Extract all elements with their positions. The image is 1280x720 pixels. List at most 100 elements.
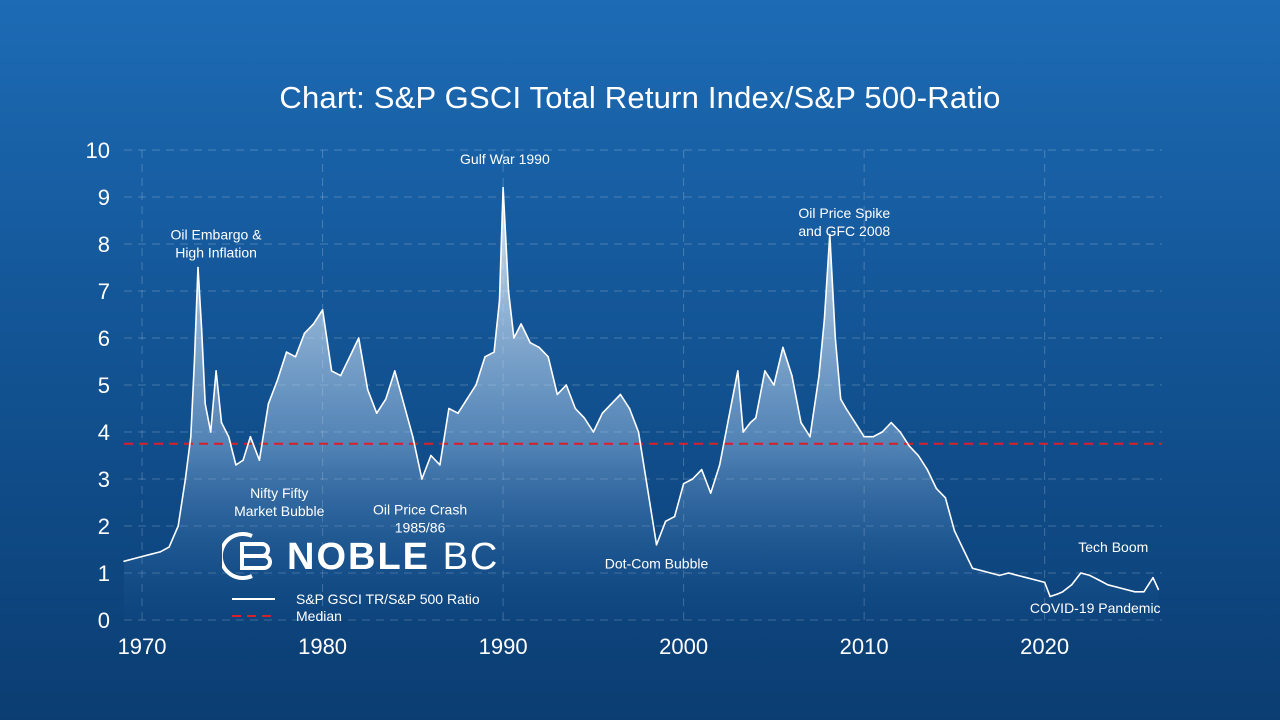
y-tick-label: 4 [98, 420, 110, 445]
data-point [339, 374, 342, 377]
data-point [466, 398, 468, 400]
data-point [601, 412, 604, 415]
data-point [294, 356, 297, 358]
data-point [782, 346, 784, 349]
data-point [791, 374, 793, 377]
data-point [1016, 574, 1019, 577]
data-point [718, 464, 721, 466]
data-point [863, 435, 865, 438]
data-point [823, 318, 826, 321]
data-point [394, 370, 396, 372]
data-point [673, 515, 676, 518]
data-point [538, 346, 540, 349]
data-point [177, 525, 179, 527]
series-area-fill [124, 187, 1159, 620]
x-tick-label: 1980 [298, 634, 347, 659]
data-point [276, 379, 279, 382]
data-point [249, 435, 252, 438]
data-point [592, 431, 595, 433]
annotation-label: Oil Price Crash 1985/86 [373, 501, 467, 535]
y-tick-label: 1 [98, 561, 110, 586]
data-point [529, 341, 531, 344]
annotation-line: Gulf War 1990 [460, 151, 550, 167]
data-point [944, 497, 947, 499]
data-point [755, 417, 757, 419]
data-point [980, 569, 983, 572]
data-point [926, 468, 929, 471]
data-point [1080, 572, 1082, 574]
annotation-label: Oil Price Spike and GFC 2008 [798, 205, 890, 239]
data-point [520, 323, 522, 325]
x-tick-label: 1990 [479, 634, 528, 659]
data-point [691, 478, 694, 480]
data-point [439, 464, 441, 466]
data-point [709, 492, 712, 494]
data-point [1098, 579, 1100, 581]
annotation-line: Dot-Com Bubble [605, 555, 709, 571]
data-point [215, 370, 217, 372]
data-point [908, 445, 911, 447]
brand-wordmark: NOBLE BC [287, 536, 499, 579]
y-tick-label: 10 [86, 138, 110, 163]
data-point [809, 435, 811, 438]
data-point [583, 417, 586, 419]
data-point [646, 487, 649, 490]
data-point [547, 356, 549, 358]
data-point [493, 351, 495, 353]
data-point [917, 454, 920, 457]
data-point [1056, 593, 1059, 595]
data-point [839, 398, 842, 400]
data-point [348, 356, 351, 358]
data-point [610, 403, 613, 405]
data-point [1152, 576, 1154, 579]
data-point [141, 555, 143, 558]
annotation-line: Oil Embargo & [171, 226, 263, 242]
annotation-label: Nifty Fifty Market Bubble [234, 485, 324, 519]
data-point [190, 435, 192, 438]
data-point [565, 384, 568, 386]
data-point [484, 356, 486, 358]
data-point [664, 520, 667, 523]
data-point [267, 403, 270, 405]
data-point [403, 403, 405, 405]
data-point [834, 337, 837, 339]
data-point [574, 407, 577, 410]
y-tick-label: 0 [98, 608, 110, 633]
data-point [845, 407, 847, 410]
data-point [321, 309, 324, 311]
data-point [375, 412, 378, 415]
data-point [366, 388, 369, 391]
data-point [502, 186, 504, 189]
series-area [124, 187, 1159, 620]
data-point [655, 544, 658, 546]
data-point [1134, 591, 1136, 593]
legend-label: S&P GSCI TR/S&P 500 Ratio [296, 591, 480, 607]
data-point [132, 558, 134, 560]
data-point [773, 384, 775, 386]
data-point [430, 454, 432, 457]
data-point [818, 374, 820, 377]
y-tick-label: 7 [98, 279, 110, 304]
data-point [628, 407, 631, 410]
series-points [123, 186, 1160, 598]
data-point [619, 393, 622, 396]
data-point [556, 393, 559, 396]
x-tick-label: 1970 [118, 634, 167, 659]
data-point [227, 435, 230, 438]
data-point [1143, 591, 1145, 593]
data-point [235, 464, 237, 466]
data-point [193, 360, 196, 363]
data-point [412, 435, 414, 438]
y-tick-label: 2 [98, 514, 110, 539]
annotation-label: Dot-Com Bubble [605, 555, 709, 571]
x-tick-label: 2010 [840, 634, 889, 659]
data-point [200, 327, 203, 330]
y-tick-label: 3 [98, 467, 110, 492]
data-point [829, 233, 831, 236]
annotation-line: Oil Price Spike [798, 205, 890, 221]
brand-name-light: BC [442, 536, 500, 578]
y-tick-label: 9 [98, 185, 110, 210]
y-tick-label: 5 [98, 373, 110, 398]
data-point [637, 431, 640, 433]
